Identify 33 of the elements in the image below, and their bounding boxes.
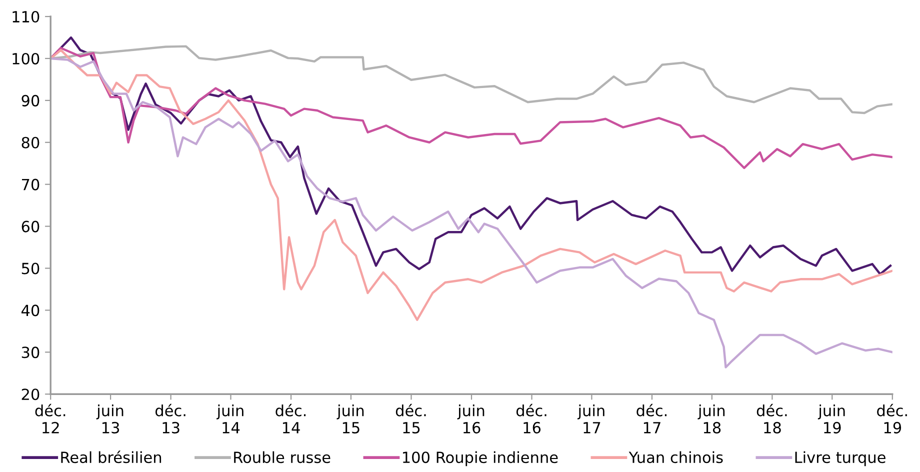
legend-label: Real brésilien <box>61 450 162 464</box>
line-series <box>50 46 892 170</box>
y-tick-label: 80 <box>22 136 40 148</box>
x-tick-label: déc. 17 <box>636 404 667 434</box>
x-tick-label: déc. 15 <box>396 404 426 434</box>
line-series <box>50 57 892 368</box>
x-tick-label: déc. 19 <box>877 404 907 434</box>
y-tick-label: 110 <box>12 10 40 23</box>
y-tick-label: 60 <box>22 220 40 232</box>
x-tick-label: déc. 14 <box>276 404 306 434</box>
y-tick-label: 40 <box>21 304 40 316</box>
x-tick-label: juin 18 <box>698 404 725 434</box>
legend-label: Livre turque <box>795 451 886 466</box>
x-tick-label: juin 14 <box>216 404 244 434</box>
x-tick-label: déc. 16 <box>516 404 546 434</box>
x-tick-label: juin 16 <box>457 404 484 434</box>
line-series <box>50 48 892 321</box>
x-tick-label: juin 13 <box>96 404 124 434</box>
x-tick-label: déc. 12 <box>35 404 66 434</box>
x-tick-label: juin 15 <box>336 404 364 434</box>
x-tick-label: déc. 13 <box>155 404 186 434</box>
y-tick-label: 50 <box>22 262 40 274</box>
legend-label: Rouble russe <box>234 451 330 464</box>
y-tick-label: 100 <box>12 52 40 64</box>
y-tick-label: 30 <box>22 346 40 358</box>
y-tick-label: 20 <box>22 388 40 400</box>
legend-label: Yuan chinois <box>628 451 723 464</box>
y-tick-label: 70 <box>22 178 40 190</box>
y-tick-label: 90 <box>22 94 40 106</box>
x-tick-label: déc. 18 <box>756 404 787 434</box>
x-tick-label: juin 19 <box>818 404 845 434</box>
x-tick-label: juin 17 <box>578 404 604 434</box>
legend-label: 100 Roupie indienne <box>403 451 558 466</box>
